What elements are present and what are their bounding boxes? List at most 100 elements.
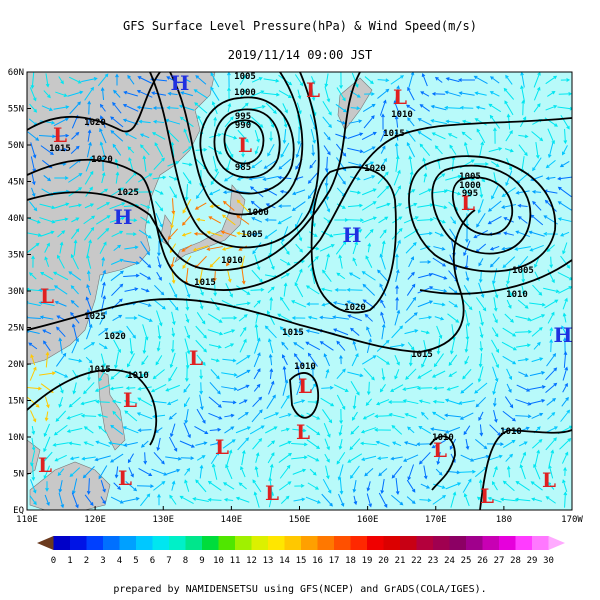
wind-arrow [419, 143, 431, 157]
wind-arrow [69, 456, 80, 461]
wind-arrow [280, 241, 290, 255]
wind-arrow [532, 157, 542, 172]
wind-arrow [100, 269, 106, 282]
wind-arrow [390, 456, 403, 461]
wind-arrow [221, 386, 238, 391]
wind-arrow [352, 480, 357, 493]
wind-arrow [269, 368, 274, 379]
wind-arrow [478, 411, 484, 422]
wind-arrow [407, 117, 415, 127]
wind-arrow [505, 170, 513, 187]
wind-arrow [143, 452, 148, 465]
lat-label: 55N [8, 105, 24, 115]
wind-arrow [126, 353, 135, 368]
wind-arrow [395, 284, 399, 295]
wind-arrow [279, 258, 291, 266]
wind-arrow [86, 478, 91, 495]
wind-arrow [394, 369, 400, 380]
wind-arrow [27, 396, 40, 408]
wind-arrow [112, 143, 122, 156]
wind-arrow [69, 101, 81, 115]
wind-arrow [460, 454, 475, 462]
wind-arrow [319, 341, 334, 351]
wind-arrow [336, 119, 346, 125]
wind-arrow [279, 440, 292, 447]
wind-arrow [138, 229, 152, 239]
wind-arrow [181, 232, 192, 237]
wind-arrow [333, 328, 349, 336]
wind-arrow [405, 241, 417, 254]
wind-arrow [55, 147, 68, 152]
wind-arrow [364, 228, 374, 239]
colorbar-label: 0 [51, 556, 56, 566]
wind-arrow [324, 253, 331, 270]
wind-arrow [434, 145, 443, 155]
wind-arrow [515, 315, 532, 322]
wind-arrow [282, 103, 288, 114]
wind-arrow [336, 272, 346, 280]
wind-arrow [549, 338, 554, 353]
wind-arrow [250, 200, 263, 211]
wind-arrow [282, 129, 287, 144]
wind-arrow [169, 186, 177, 199]
wind-arrow [445, 119, 460, 124]
wind-arrow [224, 426, 235, 434]
wind-arrow [336, 203, 346, 209]
wind-arrow [545, 160, 556, 169]
wind-arrow [282, 365, 287, 382]
wind-arrow [279, 464, 291, 479]
wind-arrow [478, 141, 484, 158]
wind-arrow [408, 155, 413, 172]
wind-arrow [114, 352, 119, 369]
wind-arrow [241, 268, 246, 285]
wind-arrow [278, 204, 291, 208]
wind-arrow [336, 87, 346, 102]
wind-arrow [409, 170, 414, 185]
wind-arrow [195, 325, 207, 339]
wind-arrow [407, 464, 415, 481]
wind-arrow [85, 356, 93, 364]
wind-arrow [278, 158, 292, 170]
wind-arrow [291, 189, 306, 196]
wind-arrow [53, 105, 70, 110]
wind-arrow [407, 86, 415, 101]
wind-arrow [531, 438, 543, 449]
wind-arrow [503, 217, 514, 223]
colorbar-cell [383, 536, 401, 550]
wind-arrow [431, 91, 446, 96]
wind-arrow [167, 297, 179, 311]
wind-arrow [171, 480, 176, 491]
wind-arrow [458, 400, 475, 405]
wind-arrow [98, 328, 109, 336]
wind-arrow [140, 144, 150, 156]
isobar-label: 990 [235, 121, 251, 131]
wind-arrow [391, 424, 403, 435]
wind-arrow [465, 201, 470, 212]
wind-arrow [394, 85, 400, 102]
wind-arrow [262, 175, 279, 181]
wind-arrow [418, 426, 432, 434]
wind-arrow [166, 105, 179, 110]
wind-arrow [156, 271, 162, 281]
wind-arrow [464, 310, 470, 327]
pressure-center: L [298, 374, 312, 398]
colorbar-cell [466, 536, 483, 550]
pressure-center: L [215, 435, 229, 459]
wind-arrow [68, 76, 82, 84]
wind-arrow [404, 312, 418, 324]
wind-arrow [459, 412, 474, 420]
wind-arrow [533, 103, 541, 113]
wind-arrow [479, 424, 484, 437]
colorbar-label: 17 [329, 556, 340, 566]
wind-arrow [235, 496, 250, 503]
wind-arrow [184, 282, 191, 299]
wind-arrow [379, 157, 388, 170]
wind-arrow [236, 355, 251, 365]
wind-arrow [253, 491, 260, 508]
wind-arrow [362, 103, 376, 113]
wind-arrow [500, 497, 517, 502]
wind-arrow [321, 230, 334, 238]
wind-arrow [250, 186, 264, 198]
isobar-labels: 1005100099599098510201015102010251000100… [49, 72, 534, 443]
